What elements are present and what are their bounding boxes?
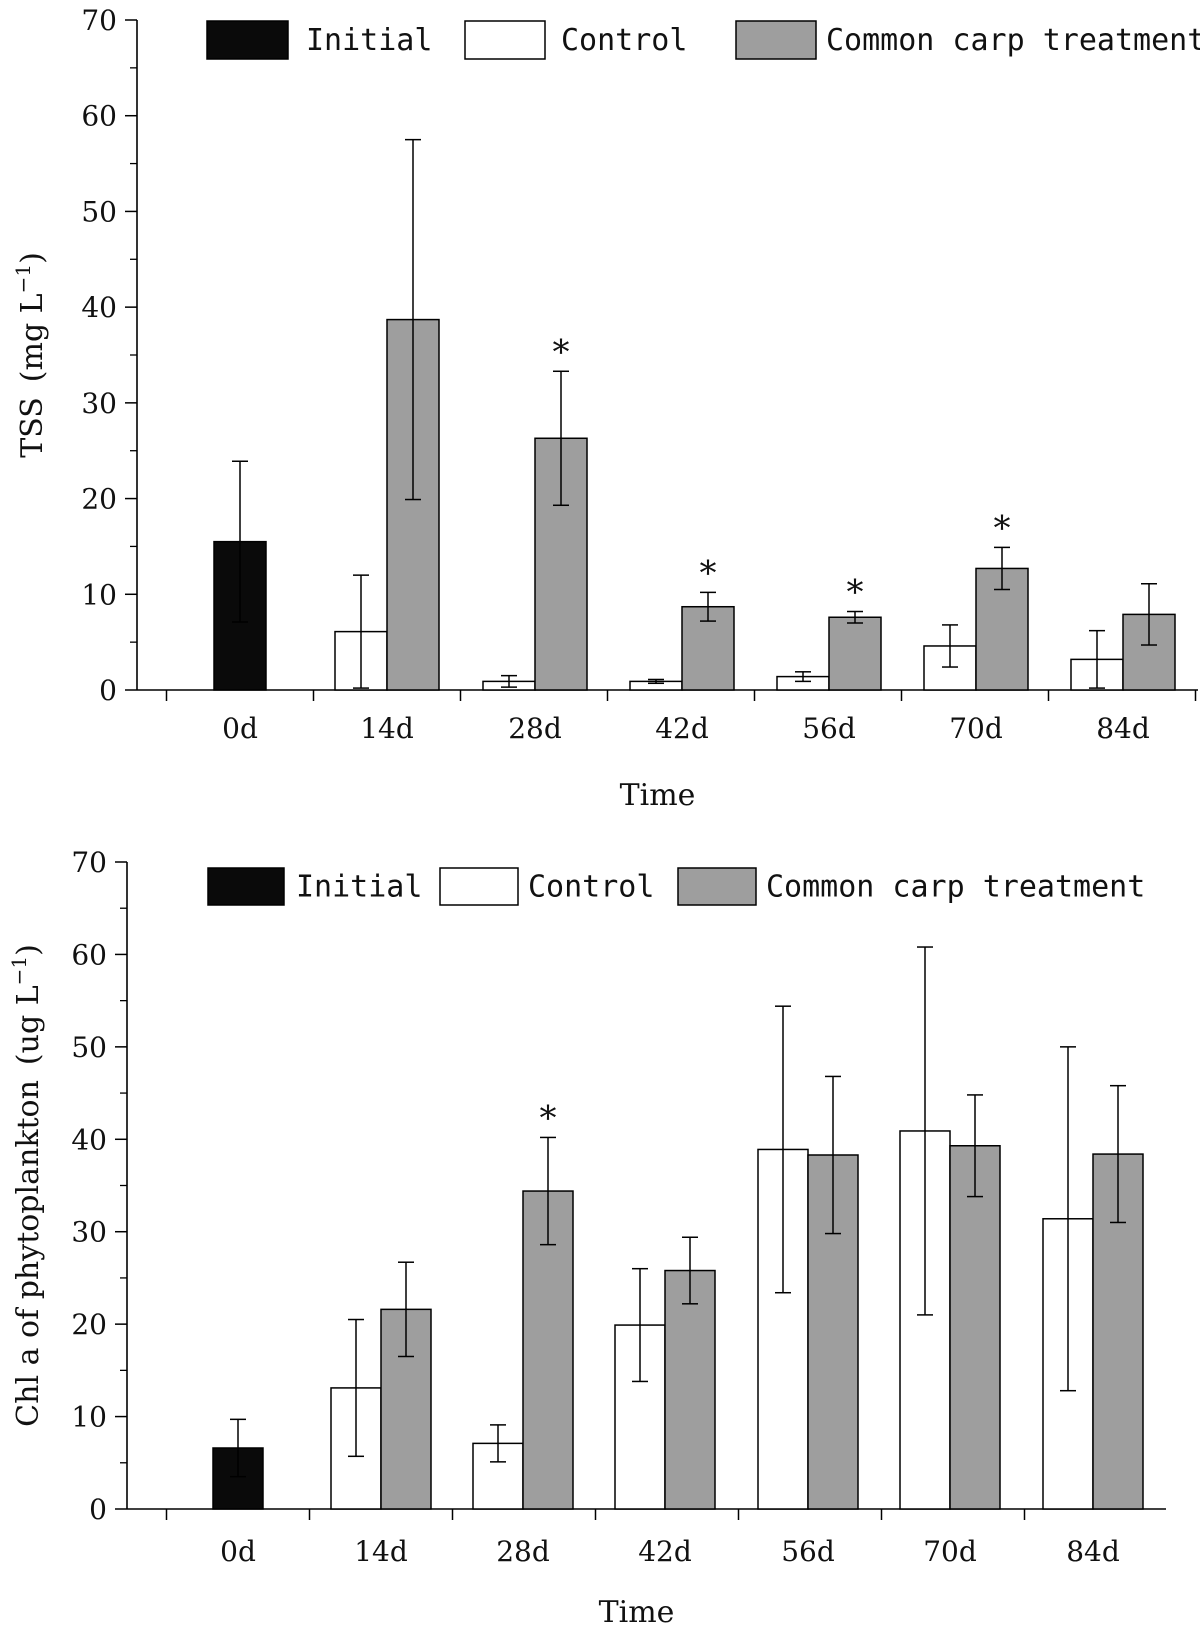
y-axis-title: TSS (mg L−1) <box>11 252 50 458</box>
bar-common-carp-treatment <box>828 616 882 691</box>
bar-common-carp-treatment <box>807 1154 859 1510</box>
y-tick-label: 10 <box>81 578 117 611</box>
tss-chart-panel: 0 10 20 30 40 50 60 70 0d 14d 28d 42d 56d 70d 84d * * * * I… <box>11 4 1200 813</box>
y-tick-label: 20 <box>81 483 117 516</box>
y-axis-title-text: TSS (mg L <box>15 293 50 457</box>
x-tick-label: 14d <box>354 1535 408 1568</box>
legend-swatch-control <box>464 20 546 60</box>
legend-swatch-control <box>439 867 519 906</box>
bar-common-carp-treatment <box>949 1145 1001 1510</box>
legend-label: Common carp treatment <box>826 23 1200 58</box>
x-tick-label: 56d <box>781 1535 835 1568</box>
x-tick-label: 42d <box>638 1535 692 1568</box>
legend-label: Control <box>528 870 654 905</box>
y-axis-title-end: ) <box>15 252 50 264</box>
y-tick-label: 10 <box>71 1401 107 1434</box>
significance-marker: * <box>994 508 1011 548</box>
legend-label: Control <box>561 23 687 58</box>
y-tick-label: 20 <box>71 1308 107 1341</box>
bar-common-carp-treatment <box>1092 1153 1144 1510</box>
y-tick-label: 30 <box>71 1216 107 1249</box>
legend-label: Initial <box>296 870 422 905</box>
x-axis-title: Time <box>620 778 696 813</box>
legend-swatch-common-carp-treatment <box>677 867 757 906</box>
y-tick-label: 30 <box>81 387 117 420</box>
significance-marker: * <box>847 573 864 613</box>
x-tick-label: 84d <box>1096 712 1150 745</box>
y-axis-title-superscript: −1 <box>11 264 35 293</box>
x-tick-label: 70d <box>923 1535 977 1568</box>
x-tick-label: 14d <box>360 712 414 745</box>
legend-swatch-common-carp-treatment <box>735 20 817 60</box>
y-tick-label: 60 <box>81 100 117 133</box>
legend-label: Initial <box>306 23 432 58</box>
y-tick-label: 50 <box>71 1031 107 1064</box>
y-axis-title-end: ) <box>11 944 46 956</box>
legend-swatch-initial <box>207 867 285 906</box>
y-tick-label: 60 <box>71 938 107 971</box>
y-tick-label: 70 <box>71 846 107 879</box>
y-axis-title: Chl a of phytoplankton (ug L−1) <box>7 944 46 1427</box>
y-tick-label: 40 <box>81 291 117 324</box>
x-tick-label: 42d <box>655 712 709 745</box>
y-tick-label: 0 <box>99 674 117 707</box>
x-tick-label: 0d <box>222 712 258 745</box>
significance-marker: * <box>700 553 717 593</box>
bar-common-carp-treatment <box>664 1269 716 1510</box>
x-tick-label: 0d <box>220 1535 256 1568</box>
x-tick-label: 28d <box>496 1535 550 1568</box>
x-axis-title: Time <box>599 1595 675 1628</box>
y-tick-label: 40 <box>71 1123 107 1156</box>
y-axis-title-text: Chl a of phytoplankton (ug L <box>11 985 46 1427</box>
y-tick-label: 70 <box>81 4 117 37</box>
chla-chart-panel: 0 10 20 30 40 50 60 70 0d 14d 28d 42d 56d 70d 84d * Init… <box>7 846 1166 1628</box>
x-tick-label: 84d <box>1066 1535 1120 1568</box>
x-tick-label: 70d <box>949 712 1003 745</box>
y-tick-label: 50 <box>81 195 117 228</box>
legend-label: Common carp treatment <box>766 870 1145 905</box>
significance-marker: * <box>540 1098 557 1138</box>
significance-marker: * <box>553 332 570 372</box>
x-tick-label: 56d <box>802 712 856 745</box>
x-tick-label: 28d <box>508 712 562 745</box>
y-tick-label: 0 <box>89 1493 107 1526</box>
y-axis-title-superscript: −1 <box>7 956 31 985</box>
legend-swatch-initial <box>206 20 289 60</box>
